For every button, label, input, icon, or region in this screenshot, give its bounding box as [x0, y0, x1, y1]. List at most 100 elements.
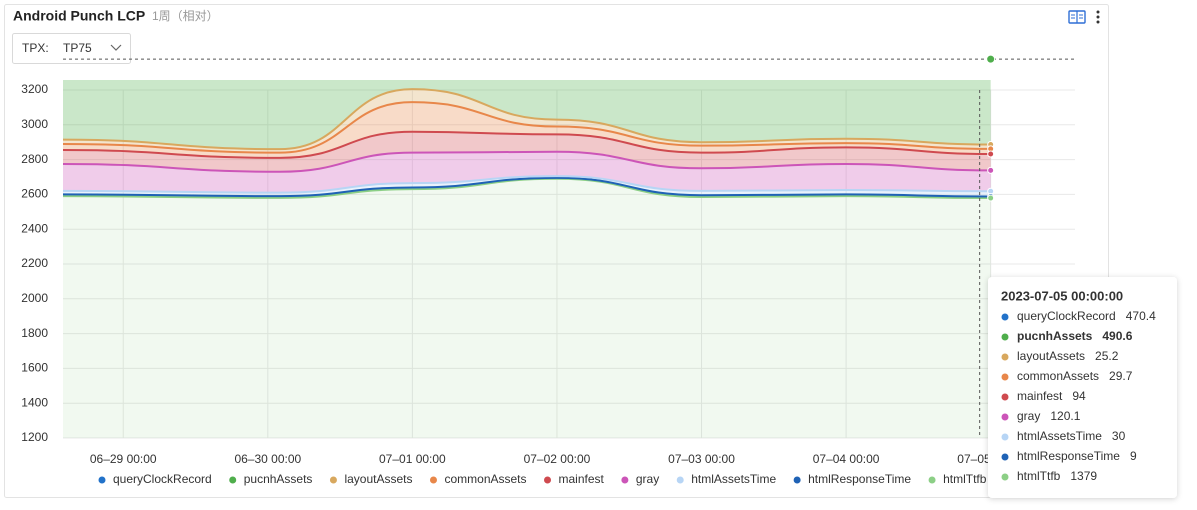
- tooltip-dot: [1001, 333, 1009, 341]
- legend-label: gray: [636, 472, 659, 486]
- series-line: [63, 175, 991, 194]
- legend-item[interactable]: commonAssets: [429, 472, 527, 486]
- series-line: [63, 88, 991, 151]
- tooltip-value: 120.1: [1050, 409, 1080, 423]
- tooltip-value: 490.6: [1102, 329, 1132, 343]
- tooltip-title: 2023-07-05 00:00:00: [1001, 288, 1123, 303]
- x-tick-label: 07–04 00:00: [813, 452, 880, 466]
- point: [987, 150, 995, 158]
- tooltip-dot: [1001, 453, 1009, 461]
- x-tick-label: 06–29 00:00: [90, 452, 157, 466]
- tooltip: 2023-07-05 00:00:00 queryClockRecord 470.4…: [988, 277, 1177, 498]
- series-area: [63, 80, 991, 150]
- tooltip-dot: [1001, 433, 1009, 441]
- tooltip-dot: [1001, 373, 1009, 381]
- legend-dot: [98, 476, 106, 484]
- y-tick-label: 3200: [21, 82, 48, 96]
- tooltip-name: queryClockRecord: [1017, 309, 1116, 323]
- legend-dot: [329, 476, 337, 484]
- series-area: [63, 178, 991, 438]
- legend-dot: [676, 476, 684, 484]
- y-tick-label: 2000: [21, 291, 48, 305]
- legend-item[interactable]: htmlTtfb: [928, 472, 987, 486]
- legend-label: mainfest: [559, 472, 605, 486]
- tooltip-value: 94: [1072, 389, 1086, 403]
- tooltip-dot: [1001, 413, 1009, 421]
- y-tick-label: 2200: [21, 256, 48, 270]
- tooltip-dot: [1001, 393, 1009, 401]
- tooltip-value: 25.2: [1095, 349, 1119, 363]
- select-label: TPX:: [22, 41, 49, 55]
- x-tick-label: 07–03 00:00: [668, 452, 735, 466]
- legend-dot: [621, 476, 629, 484]
- tooltip-name: pucnhAssets: [1017, 329, 1093, 343]
- point: [986, 54, 996, 64]
- legend: queryClockRecord pucnhAssets layoutAssets c…: [98, 472, 987, 486]
- y-tick-label: 2400: [21, 221, 48, 235]
- tooltip-value: 1379: [1070, 469, 1097, 483]
- y-tick-label: 1200: [21, 430, 48, 444]
- series-area: [63, 151, 991, 193]
- tooltip-dot: [1001, 313, 1009, 321]
- legend-label: pucnhAssets: [244, 472, 313, 486]
- point: [987, 166, 995, 174]
- legend-label: layoutAssets: [344, 472, 412, 486]
- tooltip-value: 9: [1130, 449, 1137, 463]
- legend-item[interactable]: layoutAssets: [329, 472, 413, 486]
- x-tick-label: 06–30 00:00: [234, 452, 301, 466]
- series-area: [63, 102, 991, 158]
- tooltip-dot: [1001, 473, 1009, 481]
- legend-dot: [793, 476, 801, 484]
- legend-item[interactable]: htmlAssetsTime: [676, 472, 777, 486]
- series-areas: [63, 80, 991, 438]
- tooltip-dot: [1001, 353, 1009, 361]
- legend-item[interactable]: pucnhAssets: [229, 472, 312, 486]
- series-area: [63, 89, 991, 153]
- tooltip-value: 29.7: [1109, 369, 1133, 383]
- legend-dot: [544, 476, 552, 484]
- legend-label: queryClockRecord: [113, 472, 212, 486]
- legend-item[interactable]: mainfest: [544, 472, 605, 486]
- tooltip-name: htmlAssetsTime: [1017, 429, 1102, 443]
- tooltip-name: gray: [1017, 409, 1040, 423]
- tooltip-name: htmlResponseTime: [1017, 449, 1120, 463]
- card-subtitle: 1周（相对）: [152, 9, 219, 23]
- x-tick-label: 07–02 00:00: [524, 452, 591, 466]
- legend-label: htmlResponseTime: [808, 472, 911, 486]
- more-menu[interactable]: [1096, 10, 1100, 24]
- tooltip-value: 470.4: [1126, 309, 1156, 323]
- tooltip-name: mainfest: [1017, 389, 1063, 403]
- card-title: Android Punch LCP: [13, 8, 145, 24]
- legend-label: htmlTtfb: [943, 472, 987, 486]
- series-line: [63, 130, 991, 159]
- legend-dot: [229, 476, 237, 484]
- legend-item[interactable]: htmlResponseTime: [793, 472, 912, 486]
- series-line: [63, 176, 991, 198]
- x-tick-label: 07–01 00:00: [379, 452, 446, 466]
- legend-label: commonAssets: [444, 472, 526, 486]
- tooltip-box: [988, 277, 1177, 498]
- tooltip-name: htmlTtfb: [1017, 469, 1061, 483]
- legend-item[interactable]: gray: [621, 472, 659, 486]
- legend-item[interactable]: queryClockRecord: [98, 472, 212, 486]
- legend-dot: [928, 476, 936, 484]
- select-value: TP75: [63, 41, 92, 55]
- point: [987, 194, 995, 202]
- legend-label: htmlAssetsTime: [691, 472, 776, 486]
- y-tick-label: 2600: [21, 187, 48, 201]
- tooltip-value: 30: [1112, 429, 1126, 443]
- y-tick-label: 1400: [21, 395, 48, 409]
- y-tick-label: 3000: [21, 117, 48, 131]
- legend-dot: [429, 476, 437, 484]
- tpx-select[interactable]: TPX: TP75: [12, 33, 131, 64]
- series-line: [63, 150, 991, 173]
- tooltip-name: layoutAssets: [1017, 349, 1085, 363]
- doc-icon[interactable]: [1068, 10, 1086, 24]
- y-tick-label: 1600: [21, 361, 48, 375]
- series-line: [63, 101, 991, 154]
- tooltip-name: commonAssets: [1017, 369, 1099, 383]
- plot: 1200 1400 1600 1800 2000 2200 2400 2600 2800 3000…: [21, 54, 1075, 466]
- y-tick-label: 2800: [21, 152, 48, 166]
